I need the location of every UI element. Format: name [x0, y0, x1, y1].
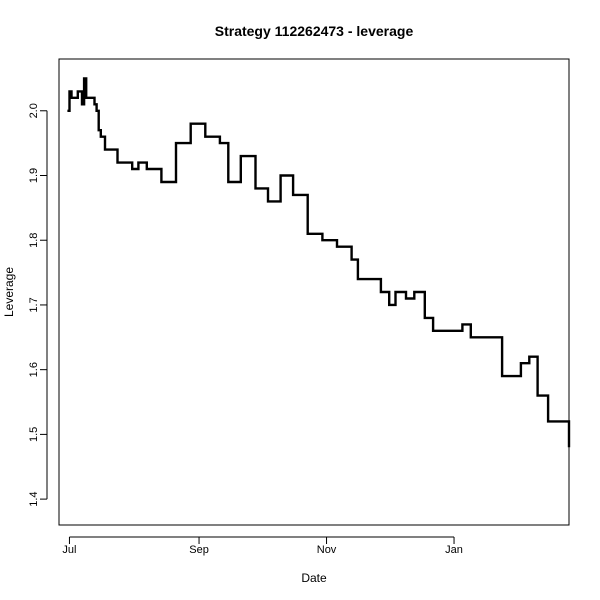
x-axis-label: Date [301, 571, 327, 585]
x-axis: Jul Sep Nov Jan [62, 536, 463, 556]
chart-title: Strategy 112262473 - leverage [215, 23, 414, 39]
y-tick-label: 1.6 [28, 362, 40, 377]
series-line-0 [67, 77, 571, 448]
y-axis-label: Leverage [2, 267, 16, 317]
y-tick-label: 1.4 [28, 491, 40, 506]
series-group [67, 77, 571, 448]
y-tick-label: 1.7 [28, 297, 40, 312]
y-tick-label: 1.9 [28, 168, 40, 183]
x-tick-label: Nov [317, 544, 337, 556]
y-tick-label: 1.8 [28, 233, 40, 248]
y-tick-label: 2.0 [28, 103, 40, 118]
x-tick-label: Jan [445, 544, 463, 556]
x-tick-label: Jul [62, 544, 76, 556]
y-tick-label: 1.5 [28, 427, 40, 442]
plot-frame [58, 58, 570, 526]
y-axis: 1.4 1.5 1.6 1.7 1.8 1.9 2.0 [28, 103, 48, 507]
x-tick-label: Sep [189, 544, 209, 556]
